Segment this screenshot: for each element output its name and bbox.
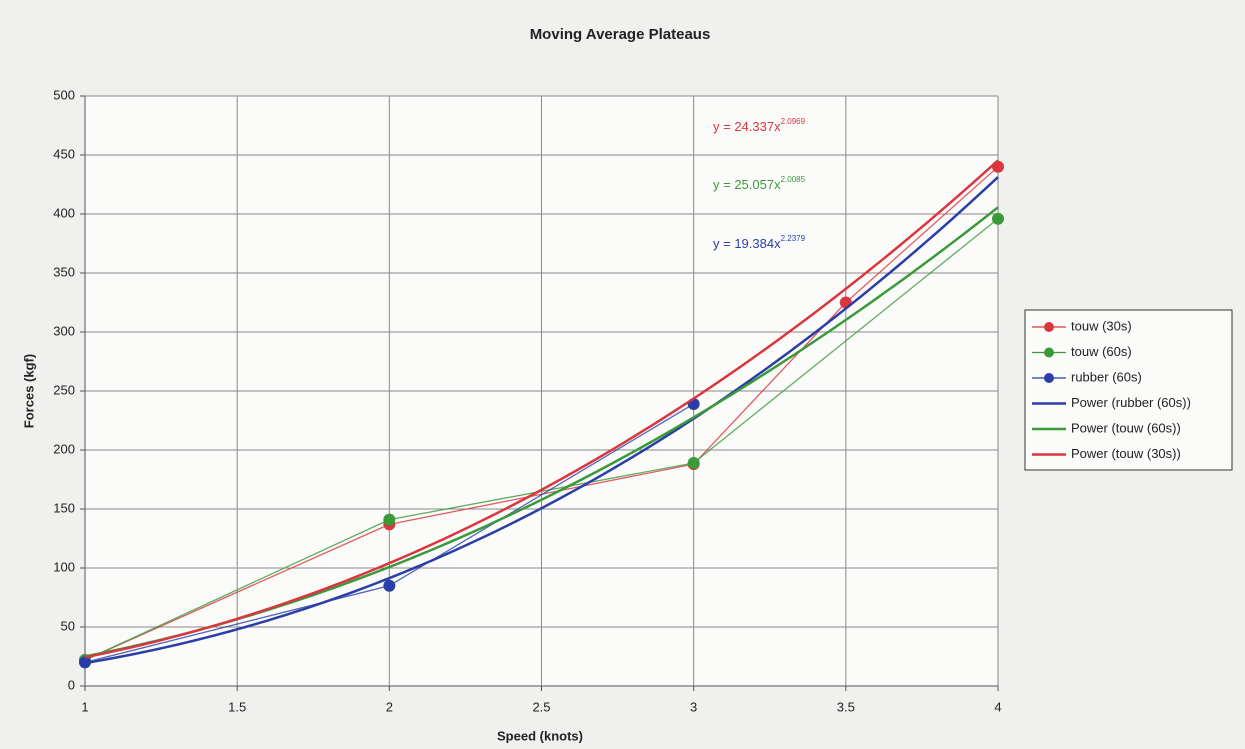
legend-marker xyxy=(1044,373,1054,383)
trendline xyxy=(84,159,999,659)
series-line xyxy=(84,218,999,661)
chart-title: Moving Average Plateaus xyxy=(530,26,711,43)
equation-text: y = 25.057x xyxy=(713,177,781,192)
y-tick-label: 100 xyxy=(53,559,75,574)
equation-text: y = 24.337x xyxy=(713,119,781,134)
legend-marker xyxy=(1044,322,1054,332)
equation-text: y = 19.384x xyxy=(713,236,781,251)
data-point xyxy=(383,513,396,526)
y-tick-label: 150 xyxy=(53,500,75,515)
x-tick-label: 2 xyxy=(386,699,393,714)
x-tick-label: 4 xyxy=(994,699,1001,714)
y-axis-title: Forces (kgf) xyxy=(21,354,36,428)
y-tick-label: 300 xyxy=(53,323,75,338)
y-tick-label: 0 xyxy=(68,677,75,692)
y-tick-label: 200 xyxy=(53,441,75,456)
x-tick-label: 1 xyxy=(81,699,88,714)
x-tick-label: 3.5 xyxy=(837,699,855,714)
legend-label: Power (rubber (60s)) xyxy=(1071,395,1191,410)
legend-box xyxy=(1024,309,1233,471)
trendline-equation: y = 25.057x2.0085 xyxy=(713,175,806,192)
legend-label: touw (60s) xyxy=(1071,344,1132,359)
y-tick-label: 400 xyxy=(53,205,75,220)
trendline xyxy=(84,176,999,665)
y-tick-label: 450 xyxy=(53,146,75,161)
data-point xyxy=(383,579,396,592)
x-tick-label: 2.5 xyxy=(532,699,550,714)
y-tick-label: 350 xyxy=(53,264,75,279)
equation-exponent: 2.0969 xyxy=(781,117,806,126)
x-tick-label: 1.5 xyxy=(228,699,246,714)
data-point xyxy=(992,212,1004,225)
trendline-equation: y = 24.337x2.0969 xyxy=(713,117,806,134)
y-tick-label: 250 xyxy=(53,382,75,397)
legend-label: Power (touw (60s)) xyxy=(1071,420,1181,435)
legend-label: Power (touw (30s)) xyxy=(1071,446,1181,461)
data-point xyxy=(687,456,700,469)
equation-exponent: 2.2379 xyxy=(781,234,806,243)
x-axis-title: Speed (knots) xyxy=(497,728,583,743)
legend-label: rubber (60s) xyxy=(1071,369,1142,384)
y-tick-label: 500 xyxy=(53,87,75,102)
legend-marker xyxy=(1044,347,1054,358)
trendline-equation: y = 19.384x2.2379 xyxy=(713,234,806,251)
legend-label: touw (30s) xyxy=(1071,318,1132,333)
equation-exponent: 2.0085 xyxy=(781,175,806,184)
y-tick-label: 50 xyxy=(61,618,75,633)
x-tick-label: 3 xyxy=(690,699,697,714)
